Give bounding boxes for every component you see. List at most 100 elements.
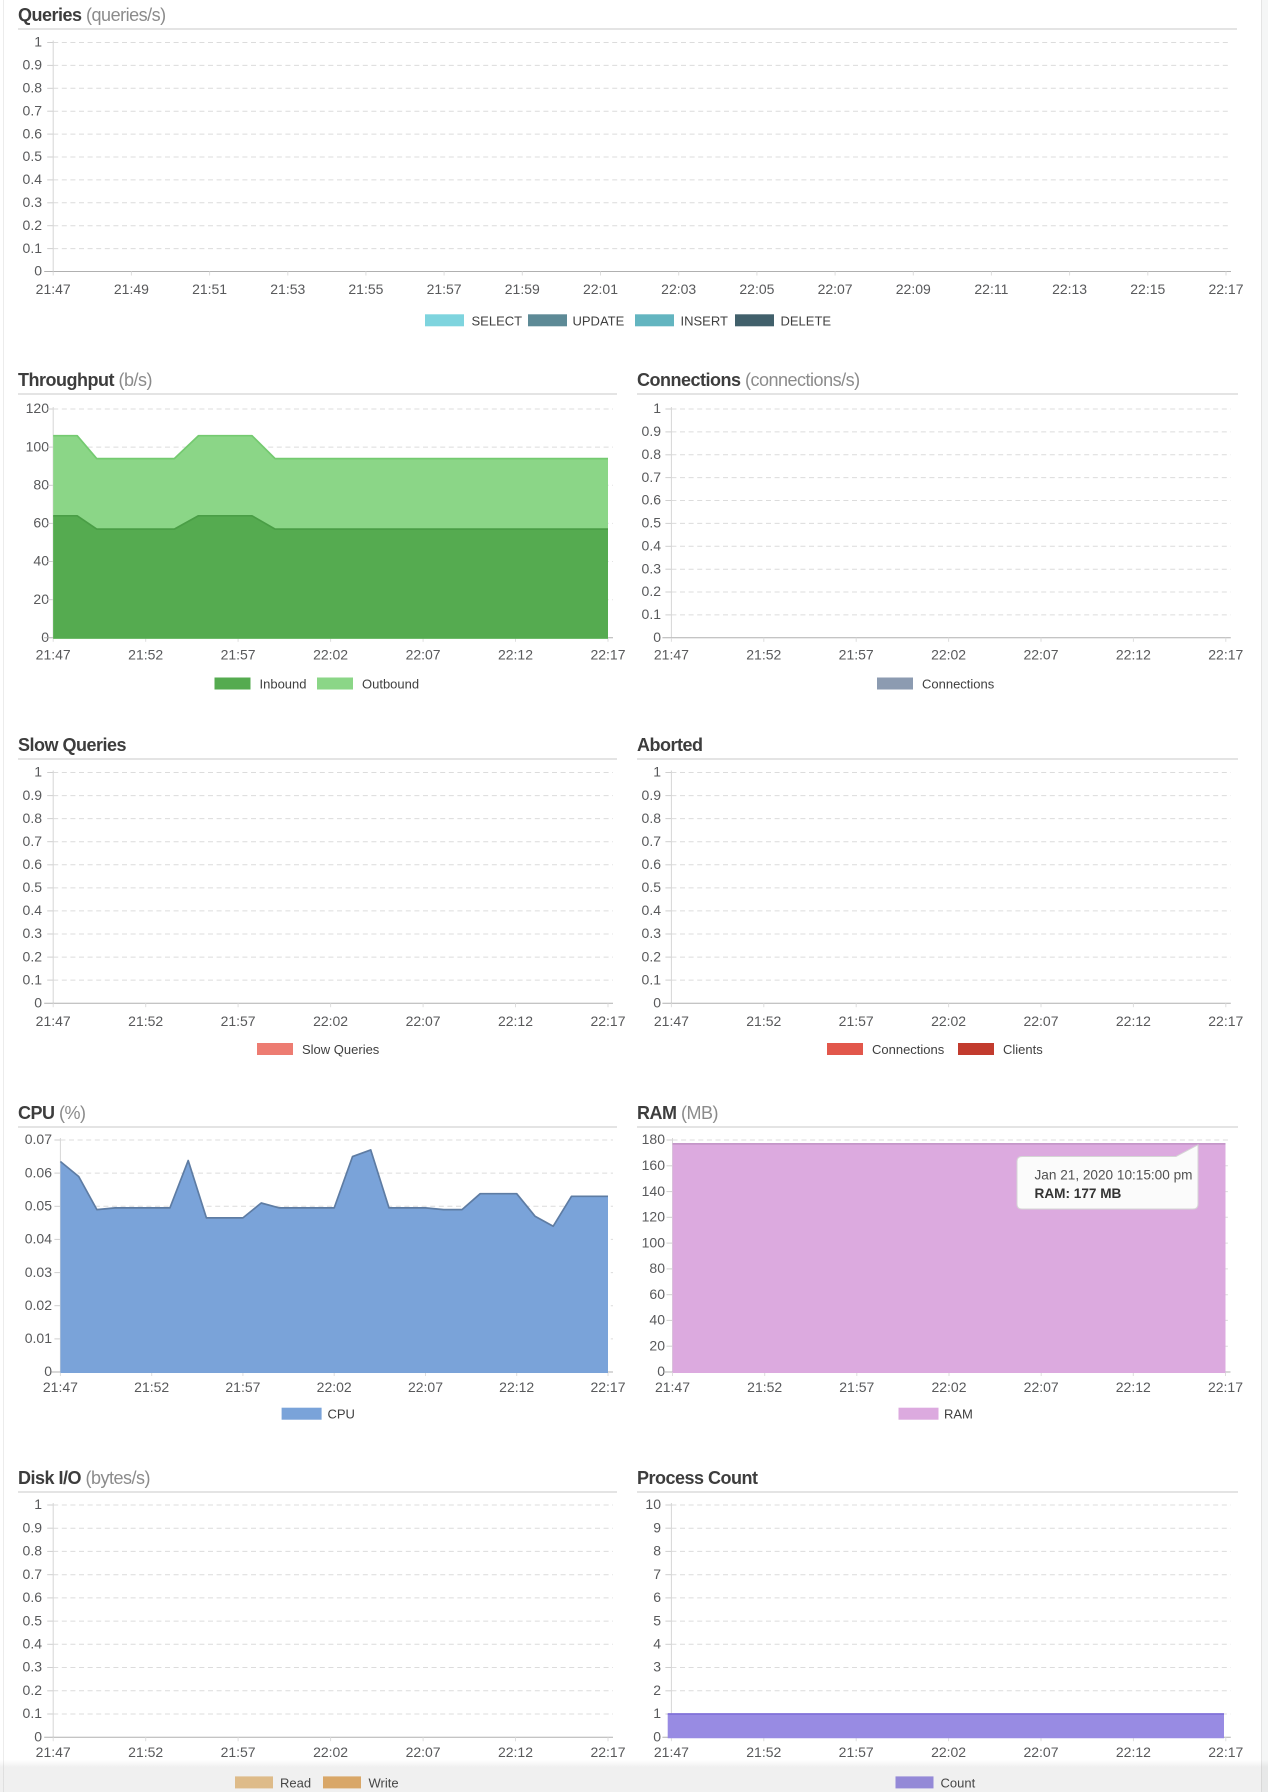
svg-text:Connections: Connections <box>872 1042 945 1057</box>
svg-text:0.3: 0.3 <box>23 194 43 210</box>
svg-text:RAM (MB): RAM (MB) <box>637 1103 718 1123</box>
svg-text:0.1: 0.1 <box>23 971 43 987</box>
svg-text:0: 0 <box>34 1728 42 1744</box>
svg-text:0.2: 0.2 <box>642 583 662 599</box>
svg-text:0: 0 <box>653 994 661 1010</box>
svg-text:21:53: 21:53 <box>270 281 305 297</box>
svg-text:22:11: 22:11 <box>974 281 1008 297</box>
svg-text:21:47: 21:47 <box>36 281 71 297</box>
svg-text:21:47: 21:47 <box>36 1744 71 1760</box>
svg-text:21:47: 21:47 <box>654 1744 689 1760</box>
svg-text:21:52: 21:52 <box>128 1744 163 1760</box>
svg-text:0.2: 0.2 <box>23 1682 43 1698</box>
svg-text:60: 60 <box>33 515 49 531</box>
svg-text:0.9: 0.9 <box>23 1519 43 1535</box>
svg-text:0: 0 <box>657 1363 665 1379</box>
svg-text:22:07: 22:07 <box>818 281 853 297</box>
svg-text:22:07: 22:07 <box>1023 1744 1058 1760</box>
svg-text:22:12: 22:12 <box>498 646 533 662</box>
svg-text:Process Count: Process Count <box>637 1468 758 1488</box>
svg-text:0: 0 <box>653 629 661 645</box>
svg-text:22:17: 22:17 <box>1208 1379 1243 1395</box>
svg-text:22:09: 22:09 <box>896 281 931 297</box>
svg-text:0.3: 0.3 <box>23 925 43 941</box>
svg-text:Count: Count <box>941 1775 976 1790</box>
svg-text:21:49: 21:49 <box>114 281 149 297</box>
svg-text:120: 120 <box>26 400 50 416</box>
svg-text:0.7: 0.7 <box>642 469 662 485</box>
svg-text:0.8: 0.8 <box>23 80 43 96</box>
svg-text:0.8: 0.8 <box>23 810 43 826</box>
svg-text:22:17: 22:17 <box>590 1744 625 1760</box>
svg-text:22:01: 22:01 <box>583 281 618 297</box>
svg-text:0.9: 0.9 <box>642 423 662 439</box>
svg-text:DELETE: DELETE <box>781 313 832 328</box>
svg-text:0.4: 0.4 <box>642 902 662 918</box>
svg-text:0.02: 0.02 <box>25 1297 52 1313</box>
svg-text:1: 1 <box>34 1496 42 1512</box>
svg-text:0.5: 0.5 <box>23 1612 43 1628</box>
svg-text:21:47: 21:47 <box>654 646 689 662</box>
svg-text:21:51: 21:51 <box>192 281 227 297</box>
svg-text:21:55: 21:55 <box>348 281 383 297</box>
svg-text:0.3: 0.3 <box>642 560 662 576</box>
svg-text:0.1: 0.1 <box>23 1705 43 1721</box>
svg-text:22:17: 22:17 <box>1208 281 1243 297</box>
svg-text:0.9: 0.9 <box>23 787 43 803</box>
svg-text:0.3: 0.3 <box>642 925 662 941</box>
svg-text:22:02: 22:02 <box>931 646 966 662</box>
svg-text:0.4: 0.4 <box>23 171 43 187</box>
svg-text:1: 1 <box>653 764 661 780</box>
svg-text:0.07: 0.07 <box>25 1131 52 1147</box>
svg-text:21:52: 21:52 <box>747 1379 782 1395</box>
svg-text:0.5: 0.5 <box>642 879 662 895</box>
svg-text:21:52: 21:52 <box>746 1013 781 1029</box>
svg-text:Connections (connections/s): Connections (connections/s) <box>637 370 860 390</box>
svg-text:1: 1 <box>653 400 661 416</box>
svg-text:Read: Read <box>280 1775 311 1790</box>
svg-text:22:02: 22:02 <box>931 1744 966 1760</box>
svg-text:0.1: 0.1 <box>23 240 43 256</box>
svg-text:21:57: 21:57 <box>427 281 462 297</box>
svg-text:22:02: 22:02 <box>317 1379 352 1395</box>
svg-text:40: 40 <box>649 1312 665 1328</box>
svg-text:22:12: 22:12 <box>1116 1744 1151 1760</box>
svg-text:100: 100 <box>26 438 50 454</box>
svg-text:Write: Write <box>369 1775 399 1790</box>
svg-text:SELECT: SELECT <box>472 313 523 328</box>
svg-text:Clients: Clients <box>1003 1042 1043 1057</box>
svg-text:9: 9 <box>653 1519 661 1535</box>
svg-text:160: 160 <box>642 1157 666 1173</box>
svg-text:RAM: RAM <box>944 1407 973 1422</box>
svg-text:22:05: 22:05 <box>739 281 774 297</box>
svg-text:21:59: 21:59 <box>505 281 540 297</box>
svg-text:0.03: 0.03 <box>25 1264 52 1280</box>
svg-text:140: 140 <box>642 1183 666 1199</box>
svg-text:22:13: 22:13 <box>1052 281 1087 297</box>
svg-text:0: 0 <box>34 994 42 1010</box>
svg-text:2: 2 <box>653 1682 661 1698</box>
svg-text:Connections: Connections <box>922 677 995 692</box>
svg-text:0.8: 0.8 <box>642 810 662 826</box>
svg-text:0.2: 0.2 <box>23 217 43 233</box>
svg-text:0.06: 0.06 <box>25 1164 52 1180</box>
svg-text:Throughput (b/s): Throughput (b/s) <box>18 370 152 390</box>
svg-text:20: 20 <box>33 591 49 607</box>
svg-text:Disk I/O (bytes/s): Disk I/O (bytes/s) <box>18 1468 150 1488</box>
svg-text:8: 8 <box>653 1543 661 1559</box>
svg-text:5: 5 <box>653 1612 661 1628</box>
svg-text:21:52: 21:52 <box>746 646 781 662</box>
svg-text:21:57: 21:57 <box>221 1013 256 1029</box>
svg-text:Outbound: Outbound <box>362 677 419 692</box>
svg-text:120: 120 <box>642 1209 666 1225</box>
svg-text:22:17: 22:17 <box>590 646 625 662</box>
svg-text:4: 4 <box>653 1636 661 1652</box>
svg-text:22:07: 22:07 <box>1023 646 1058 662</box>
svg-text:0.7: 0.7 <box>642 833 662 849</box>
svg-text:CPU (%): CPU (%) <box>18 1103 86 1123</box>
svg-text:21:47: 21:47 <box>655 1379 690 1395</box>
svg-text:22:12: 22:12 <box>498 1744 533 1760</box>
svg-text:RAM: 177 MB: RAM: 177 MB <box>1035 1186 1122 1201</box>
svg-text:0: 0 <box>34 263 42 279</box>
svg-text:22:02: 22:02 <box>313 646 348 662</box>
